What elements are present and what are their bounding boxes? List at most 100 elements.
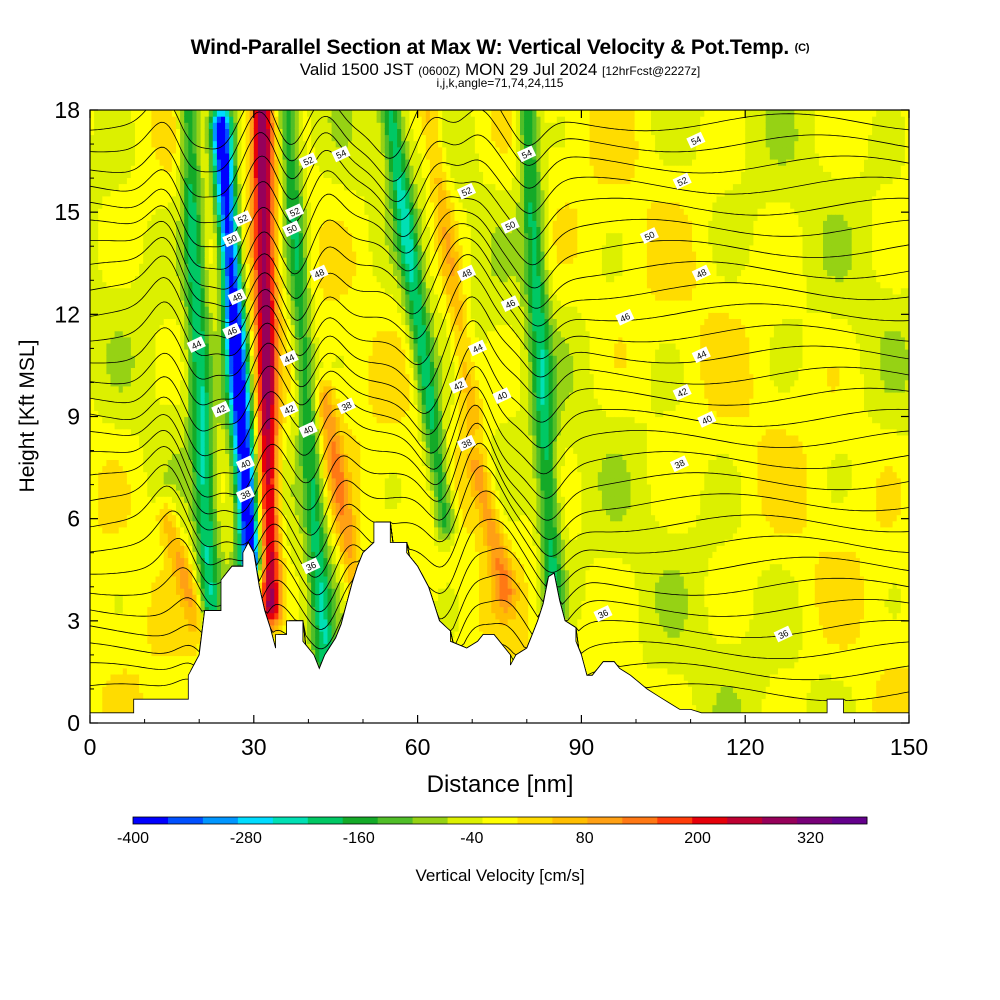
velocity-cell: [147, 624, 152, 632]
velocity-cell: [94, 183, 99, 191]
velocity-cell: [208, 496, 214, 503]
velocity-cell: [159, 459, 165, 467]
velocity-cell: [286, 324, 292, 332]
velocity-cell: [229, 189, 234, 197]
velocity-cell: [274, 134, 279, 142]
velocity-cell: [163, 569, 169, 577]
velocity-cell: [106, 428, 112, 436]
velocity-cell: [122, 287, 128, 295]
velocity-cell: [147, 367, 152, 375]
velocity-cell: [135, 533, 140, 540]
velocity-cell: [118, 385, 124, 393]
velocity-cell: [118, 416, 124, 424]
velocity-cell: [257, 453, 263, 460]
velocity-cell: [176, 275, 181, 283]
velocity-cell: [200, 324, 206, 332]
velocity-cell: [204, 422, 210, 430]
velocity-cell: [98, 189, 103, 197]
velocity-cell: [245, 533, 251, 540]
velocity-cell: [126, 588, 132, 595]
velocity-cell: [176, 514, 181, 522]
velocity-cell: [212, 361, 218, 368]
velocity-cell: [208, 110, 214, 117]
velocity-cell: [253, 367, 259, 375]
velocity-cell: [245, 257, 251, 264]
velocity-cell: [270, 422, 275, 430]
velocity-cell: [167, 575, 173, 583]
velocity-cell: [114, 661, 120, 669]
velocity-cell: [204, 263, 210, 270]
velocity-cell: [167, 226, 173, 234]
velocity-cell: [208, 244, 214, 252]
velocity-cell: [139, 342, 144, 350]
velocity-cell: [282, 342, 288, 350]
velocity-cell: [245, 496, 251, 503]
velocity-cell: [208, 287, 214, 295]
velocity-cell: [143, 404, 148, 411]
velocity-cell: [130, 110, 136, 117]
velocity-cell: [135, 594, 140, 601]
velocity-cell: [216, 594, 222, 601]
velocity-cell: [94, 208, 99, 215]
velocity-cell: [130, 520, 136, 528]
velocity-cell: [122, 441, 128, 448]
velocity-cell: [159, 152, 165, 160]
velocity-cell: [266, 563, 271, 571]
velocity-cell: [196, 171, 202, 178]
velocity-cell: [286, 483, 292, 491]
velocity-cell: [94, 110, 99, 117]
velocity-cell: [221, 275, 226, 283]
velocity-cell: [130, 165, 136, 172]
velocity-cell: [249, 116, 255, 123]
velocity-cell: [216, 336, 222, 344]
velocity-cell: [110, 300, 116, 307]
velocity-cell: [245, 159, 251, 166]
velocity-cell: [176, 183, 181, 191]
velocity-cell: [266, 122, 271, 129]
velocity-cell: [110, 202, 116, 209]
velocity-cell: [94, 330, 99, 338]
velocity-cell: [94, 520, 99, 528]
velocity-cell: [155, 490, 161, 497]
velocity-cell: [159, 557, 165, 565]
velocity-cell: [208, 471, 214, 479]
velocity-cell: [208, 269, 214, 277]
velocity-cell: [233, 134, 238, 142]
velocity-cell: [126, 551, 132, 559]
velocity-cell: [114, 496, 120, 503]
velocity-cell: [286, 336, 292, 344]
velocity-cell: [253, 453, 259, 460]
velocity-cell: [249, 361, 255, 368]
velocity-cell: [245, 502, 251, 509]
velocity-cell: [102, 244, 107, 252]
velocity-cell: [155, 575, 161, 583]
velocity-cell: [245, 379, 251, 387]
velocity-cell: [143, 355, 148, 362]
velocity-cell: [151, 367, 157, 375]
velocity-cell: [241, 422, 247, 430]
velocity-cell: [257, 312, 263, 319]
velocity-cell: [225, 563, 230, 571]
velocity-cell: [94, 434, 99, 442]
velocity-cell: [180, 655, 185, 663]
velocity-cell: [126, 692, 132, 700]
velocity-cell: [176, 244, 181, 252]
velocity-cell: [249, 342, 255, 350]
velocity-cell: [126, 582, 132, 589]
velocity-cell: [241, 269, 247, 277]
velocity-cell: [114, 398, 120, 405]
velocity-cell: [94, 545, 99, 552]
velocity-cell: [155, 202, 161, 209]
velocity-cell: [94, 122, 99, 129]
velocity-cell: [155, 189, 161, 197]
velocity-cell: [118, 637, 124, 644]
velocity-cell: [278, 122, 284, 129]
velocity-cell: [184, 502, 189, 509]
velocity-cell: [139, 447, 144, 454]
velocity-cell: [139, 140, 144, 148]
velocity-cell: [184, 441, 189, 448]
velocity-cell: [221, 477, 226, 485]
velocity-cell: [212, 392, 218, 399]
velocity-cell: [102, 674, 107, 681]
velocity-cell: [114, 680, 120, 687]
